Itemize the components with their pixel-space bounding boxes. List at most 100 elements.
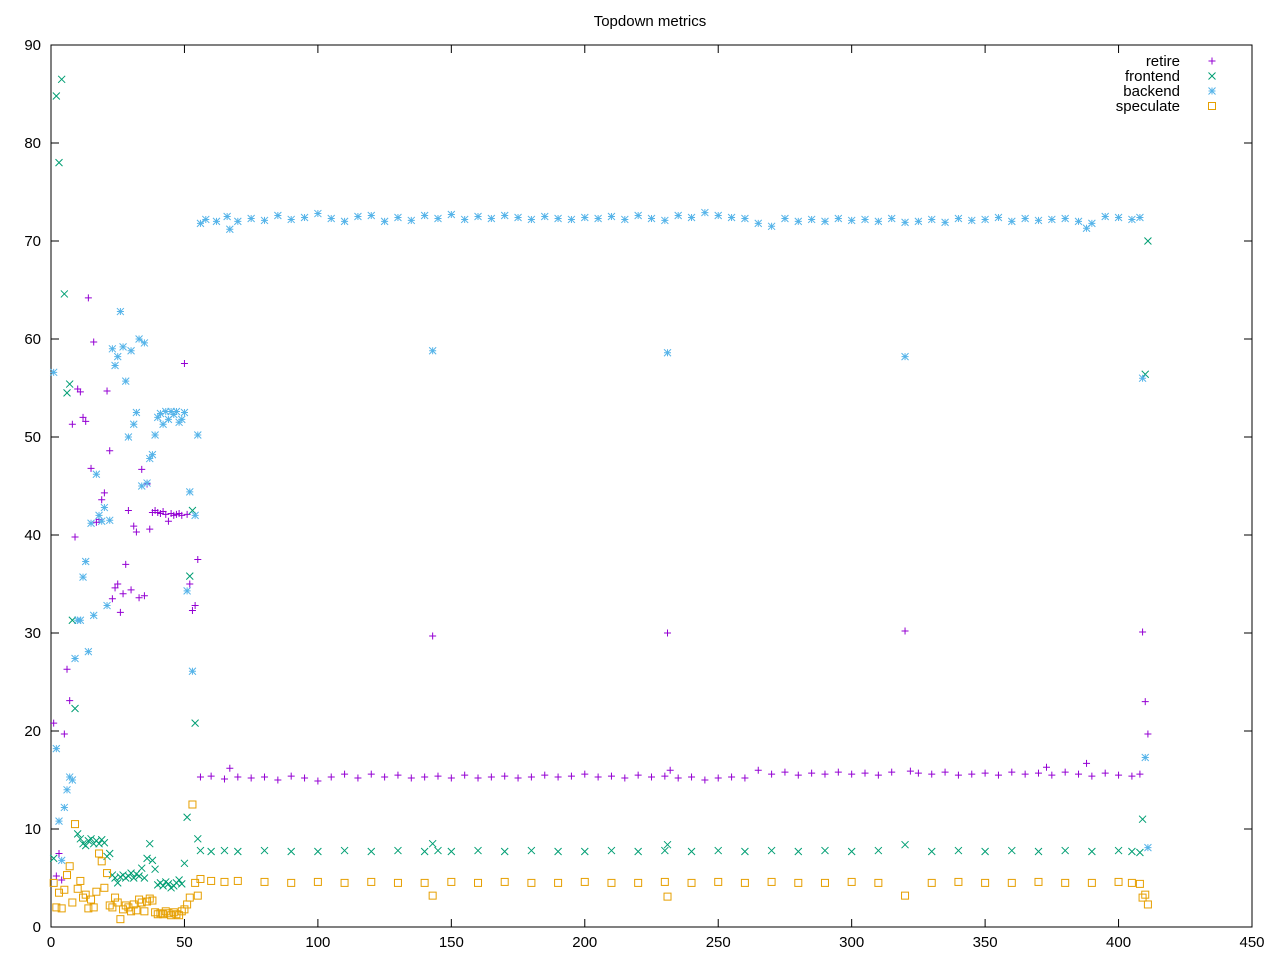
backend-point-86 — [580, 213, 589, 222]
backend-point-53 — [191, 511, 199, 520]
retire-point-109 — [861, 769, 869, 777]
speculate-point-40 — [156, 909, 165, 918]
frontend-point-57 — [220, 846, 229, 855]
frontend-point-0 — [49, 854, 58, 863]
retire-point-86 — [581, 770, 589, 778]
y-tick-label-1: 10 — [24, 821, 41, 838]
backend-point-135 — [1144, 843, 1152, 852]
series-speculate — [49, 800, 1152, 924]
speculate-point-92 — [1087, 878, 1096, 887]
retire-point-119 — [981, 769, 989, 777]
x-tick-label-5: 250 — [706, 934, 731, 951]
frontend-point-80 — [741, 847, 749, 856]
backend-point-93 — [674, 211, 683, 220]
frontend-point-58 — [233, 847, 242, 856]
retire-point-62 — [274, 776, 282, 784]
backend-point-12 — [81, 557, 90, 566]
frontend-point-67 — [434, 846, 442, 855]
speculate-point-78 — [714, 877, 723, 886]
backend-point-29 — [127, 346, 135, 355]
backend-point-61 — [247, 214, 256, 223]
frontend-point-82 — [794, 847, 803, 856]
retire-point-4 — [60, 730, 68, 738]
backend-point-22 — [108, 344, 117, 353]
retire-point-31 — [132, 528, 140, 536]
backend-point-3 — [57, 856, 66, 865]
backend-point-37 — [148, 450, 157, 459]
speculate-point-84 — [874, 878, 883, 887]
speculate-point-66 — [428, 891, 437, 900]
speculate-point-93 — [1114, 877, 1123, 886]
retire-point-68 — [354, 774, 362, 782]
frontend-point-2 — [55, 158, 63, 167]
retire-point-60 — [247, 774, 255, 782]
retire-point-24 — [114, 580, 122, 588]
speculate-point-19 — [100, 883, 109, 892]
backend-point-43 — [164, 415, 173, 424]
frontend-point-79 — [714, 846, 723, 855]
frontend-point-47 — [175, 876, 183, 884]
speculate-point-3 — [57, 904, 66, 913]
backend-point-13 — [84, 647, 93, 656]
speculate-point-58 — [233, 876, 242, 885]
speculate-point-0 — [49, 878, 58, 887]
speculate-point-13 — [84, 904, 93, 913]
backend-point-114 — [954, 214, 963, 223]
speculate-point-2 — [55, 888, 64, 897]
backend-point-65 — [300, 213, 309, 222]
speculate-point-65 — [420, 878, 429, 887]
retire-point-5 — [63, 665, 71, 673]
backend-point-74 — [420, 211, 429, 220]
backend-point-4 — [60, 803, 69, 812]
retire-point-55 — [196, 773, 204, 781]
speculate-point-38 — [151, 908, 160, 917]
retire-point-7 — [68, 420, 76, 428]
speculate-point-1 — [52, 903, 61, 912]
retire-point-98 — [714, 774, 722, 782]
retire-point-72 — [407, 774, 415, 782]
backend-point-133 — [1138, 374, 1147, 383]
backend-point-24 — [113, 352, 122, 361]
backend-point-113 — [941, 218, 949, 227]
x-tick-label-9: 450 — [1239, 934, 1264, 951]
retire-point-129 — [1088, 772, 1096, 780]
retire-point-27 — [122, 560, 130, 568]
y-tick-label-2: 20 — [24, 723, 41, 740]
backend-point-71 — [380, 217, 389, 226]
retire-point-90 — [634, 771, 642, 779]
retire-point-58 — [226, 764, 234, 772]
frontend-point-6 — [65, 380, 74, 388]
retire-point-123 — [1034, 769, 1042, 777]
backend-point-130 — [428, 346, 437, 355]
retire-point-14 — [87, 464, 95, 472]
x-tick-label-8: 400 — [1106, 934, 1131, 951]
retire-point-96 — [688, 773, 696, 781]
frontend-point-75 — [634, 847, 643, 856]
frontend-point-64 — [394, 846, 402, 855]
backend-point-116 — [981, 215, 989, 224]
backend-point-89 — [620, 215, 629, 224]
backend-point-5 — [63, 785, 71, 794]
speculate-point-79 — [740, 878, 749, 887]
retire-point-127 — [1075, 770, 1083, 778]
retire-point-81 — [514, 774, 522, 782]
retire-point-97 — [701, 776, 709, 784]
speculate-point-89 — [1007, 878, 1016, 887]
speculate-point-11 — [79, 893, 88, 902]
backend-point-49 — [180, 408, 189, 417]
retire-point-19 — [100, 489, 108, 497]
backend-point-99 — [754, 219, 763, 228]
backend-point-1 — [52, 744, 61, 753]
frontend-point-71 — [527, 846, 536, 855]
retire-point-135 — [1141, 698, 1149, 706]
legend-marker-backend — [1208, 87, 1216, 95]
backend-point-84 — [554, 214, 562, 223]
retire-point-20 — [103, 387, 111, 395]
backend-point-51 — [185, 488, 194, 496]
frontend-point-61 — [314, 847, 322, 856]
backend-point-68 — [340, 217, 349, 226]
retire-point-1 — [52, 872, 60, 880]
backend-point-70 — [367, 211, 376, 220]
speculate-point-71 — [554, 878, 563, 887]
